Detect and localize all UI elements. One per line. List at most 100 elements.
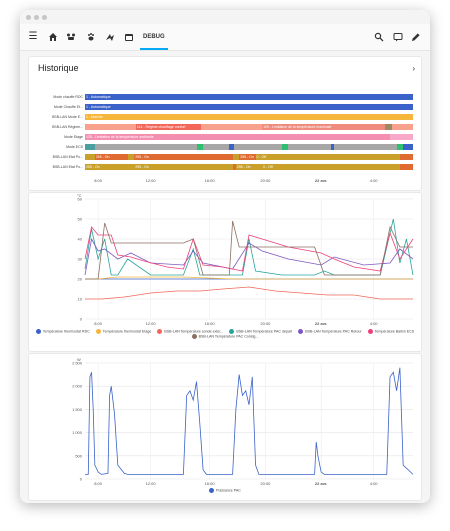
timeline-segment[interactable]: [334, 144, 397, 150]
calendar-icon[interactable]: [122, 30, 136, 44]
series-line[interactable]: [85, 367, 414, 475]
chat-icon[interactable]: [391, 30, 405, 44]
timeline-row-bar[interactable]: 125 - Limitation de la température ambia…: [85, 134, 413, 140]
power-chart: W 0 500 1 000 1 500 2 000 2 500 8:00 12:00 16:00 2…: [72, 357, 414, 486]
timeline-segment[interactable]: [385, 124, 392, 130]
timeline-segment[interactable]: [396, 144, 404, 150]
timeline-segment-text: 125 - Limitation de la température maxim…: [263, 125, 332, 129]
chevron-right-icon[interactable]: ›: [412, 64, 415, 73]
timeline-row-bar[interactable]: 114 - Régime chauffage confort 125 - Limi…: [85, 124, 413, 130]
timeline-segment[interactable]: [196, 144, 204, 150]
x-tick-label: 20:00: [260, 321, 271, 326]
timeline-segment[interactable]: 125 - Limitation de la température maxim…: [262, 124, 386, 130]
legend-label: Puissance PAC: [216, 488, 241, 493]
timeline-row-bar[interactable]: 255 - On 255 - On 255 - On 0 - Off: [85, 154, 413, 160]
timeline-segment[interactable]: [232, 154, 240, 160]
timeline-segment[interactable]: [203, 144, 230, 150]
series-line[interactable]: [84, 226, 414, 272]
timeline-segment[interactable]: 255 - On: [235, 164, 263, 170]
y-axis-unit: W: [77, 357, 81, 362]
timeline-segment[interactable]: 0 - Off: [262, 164, 400, 170]
timeline-segment[interactable]: [399, 164, 413, 170]
timeline-row-label: BSB-LAN Mode E...: [52, 115, 83, 119]
timeline-segment[interactable]: [234, 144, 282, 150]
y-tick-label: 40: [78, 237, 83, 242]
y-tick-label: 30: [78, 257, 83, 262]
series-line[interactable]: [85, 276, 413, 280]
timeline-row-bar[interactable]: 1 - Automatique: [85, 104, 413, 110]
timeline-row-bar[interactable]: 255 - On 255 - On 255 - On 0 - Off: [85, 164, 413, 170]
timeline-segment-text: 114 - Régime chauffage confort: [136, 125, 186, 129]
series-line[interactable]: [85, 286, 413, 300]
timeline-segment[interactable]: [85, 154, 95, 160]
legend-item[interactable]: Température thermostat Etage: [95, 329, 152, 334]
search-icon[interactable]: [372, 30, 386, 44]
timeline-segment[interactable]: [331, 144, 335, 150]
timeline-segment[interactable]: [403, 144, 413, 150]
timeline-row-bar[interactable]: 1 - Automatique: [85, 94, 413, 100]
menu-icon[interactable]: ☰: [28, 31, 38, 42]
timeline-segment[interactable]: [94, 144, 197, 150]
timeline-segment[interactable]: 255 - On: [134, 154, 233, 160]
bolt-icon[interactable]: [103, 30, 117, 44]
timeline-segment[interactable]: 255 - On: [85, 164, 135, 170]
timeline-segment[interactable]: 1 - Automatique: [85, 104, 413, 110]
history-card: Historique › Mode chauffe RDC 1 - Automat…: [28, 56, 422, 191]
legend-item[interactable]: Température thermostat RDC: [35, 329, 90, 334]
x-tick-label: 12:00: [146, 481, 157, 486]
legend-item[interactable]: Puissance PAC: [209, 488, 241, 493]
timeline-segment-text: 0 - Off: [263, 165, 273, 169]
timeline-segment-text: 255 - On: [240, 155, 254, 159]
timeline-segment[interactable]: [85, 144, 95, 150]
legend-dot-icon: [367, 329, 373, 334]
legend-item[interactable]: BSB-LAN Température sonde exter...: [157, 329, 223, 334]
timeline-segment[interactable]: [399, 154, 413, 160]
legend-item[interactable]: Température Ballon ECS: [367, 329, 414, 334]
timeline-row-label: BSB-LAN Régime...: [52, 125, 83, 129]
legend-item[interactable]: BSB-LAN Température PAC Consig...: [191, 334, 258, 339]
timeline-segment[interactable]: 1 - Marche: [85, 114, 413, 120]
timeline-segment[interactable]: [85, 124, 136, 130]
timeline-row-bar[interactable]: 1 - Marche: [85, 114, 413, 120]
timeline-row-label: Mode Etage: [64, 135, 83, 139]
series-line[interactable]: [84, 237, 414, 276]
paw-icon[interactable]: [84, 30, 98, 44]
timeline-segment[interactable]: [288, 144, 331, 150]
timeline-segment[interactable]: 114 - Régime chauffage confort: [135, 124, 202, 130]
window-close-dot[interactable]: [26, 15, 31, 20]
browser-window: ☰ DEBUG Historique › Mod: [20, 10, 430, 503]
timeline-x-tick: 16:00: [204, 178, 215, 183]
timeline-segment[interactable]: 1 - Automatique: [85, 94, 413, 100]
timeline-segment[interactable]: [127, 154, 135, 160]
timeline-segment[interactable]: [201, 124, 263, 130]
x-tick-label: 16:00: [205, 481, 216, 486]
timeline-segment[interactable]: [232, 164, 236, 170]
window-maximize-dot[interactable]: [42, 15, 47, 20]
edit-icon[interactable]: [409, 30, 423, 44]
timeline-segment[interactable]: [390, 134, 413, 140]
legend-item[interactable]: BSB-LAN Température PAC Retour: [298, 329, 362, 334]
timeline-segment[interactable]: 0 - Off: [255, 154, 400, 160]
timeline-x-tick: 22 avr.: [314, 178, 328, 183]
timeline-segment[interactable]: [281, 144, 289, 150]
tab-debug[interactable]: DEBUG: [140, 24, 168, 50]
window-minimize-dot[interactable]: [34, 15, 39, 20]
timeline-segment-text: 255 - On: [86, 165, 100, 169]
timeline-segment[interactable]: 255 - On: [239, 154, 256, 160]
vehicle-icon[interactable]: [64, 30, 78, 44]
series-line[interactable]: [85, 220, 413, 280]
home-icon[interactable]: [46, 30, 60, 44]
timeline-segment[interactable]: [229, 144, 235, 150]
timeline-segment[interactable]: 255 - On: [134, 164, 233, 170]
timeline-segment[interactable]: [391, 124, 413, 130]
timeline-segment[interactable]: 125 - Limitation de la température ambia…: [85, 134, 391, 140]
legend-label: Température thermostat RDC: [42, 329, 90, 334]
x-tick-label: 4:00: [370, 481, 379, 486]
timeline-segment[interactable]: 255 - On: [94, 154, 128, 160]
legend-item[interactable]: BSB-LAN Température PAC départ: [229, 329, 292, 334]
title-bar: [20, 10, 430, 24]
timeline-row-bar[interactable]: [85, 144, 413, 150]
legend-label: BSB-LAN Température sonde exter...: [164, 329, 224, 334]
legend-label: Température thermostat Etage: [102, 329, 152, 334]
legend-dot-icon: [209, 488, 215, 493]
